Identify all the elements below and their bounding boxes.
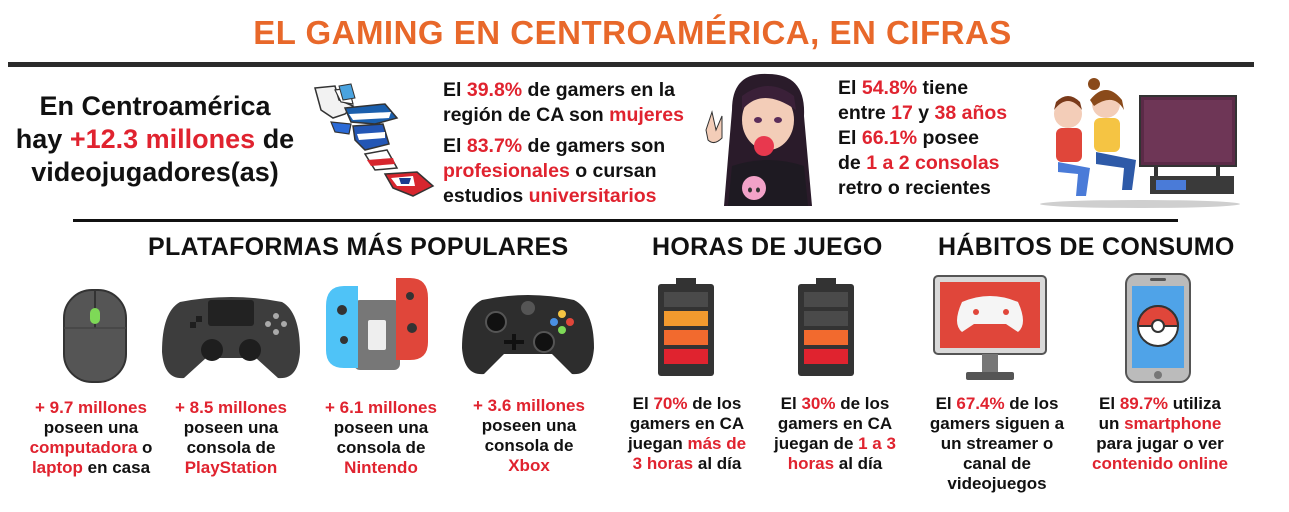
platform-caption-playstation: + 8.5 millones poseen una consola de Pla… <box>175 398 287 477</box>
intro-line-1: En Centroamérica <box>39 91 271 121</box>
page-title: EL GAMING EN CENTROAMÉRICA, EN CIFRAS <box>253 14 1012 51</box>
intro-line-3: videojugadores(as) <box>31 157 279 187</box>
playstation-controller-icon <box>160 292 302 382</box>
battery-icon-70 <box>656 278 716 378</box>
section-divider <box>73 219 1178 222</box>
top-divider <box>8 62 1254 67</box>
stats-age-consoles: El 54.8% tiene entre 17 y 38 años El 66.… <box>838 77 1008 199</box>
intro-line-2: hay +12.3 millones de <box>15 124 295 154</box>
hours-caption-30: El 30% de los gamers en CA juegan de 1 a… <box>774 394 896 473</box>
girl-gamer-illustration-icon <box>702 70 832 210</box>
monitor-streaming-icon <box>932 274 1048 384</box>
stats-gender-education: El 39.8% de gamers en la región de CA so… <box>443 79 684 207</box>
hours-caption-70: El 70% de los gamers en CA juegan más de… <box>627 394 747 473</box>
mouse-icon <box>62 288 128 384</box>
battery-icon-30 <box>796 278 856 378</box>
habits-caption-smartphone: El 89.7% utiliza un smartphone para juga… <box>1092 394 1228 473</box>
platform-caption-computer: + 9.7 millones poseen una computadora o … <box>29 398 153 477</box>
platform-caption-nintendo: + 6.1 millones poseen una consola de Nin… <box>325 398 437 477</box>
central-america-map-icon <box>305 78 440 206</box>
platform-caption-xbox: + 3.6 millones poseen una consola de Xbo… <box>473 396 585 475</box>
smartphone-pokeball-icon <box>1124 272 1192 384</box>
habits-caption-streamer: El 67.4% de los gamers siguen a un strea… <box>929 394 1065 493</box>
section-heading-habits: HÁBITOS DE CONSUMO <box>938 233 1235 261</box>
kids-playing-illustration-icon <box>1040 70 1254 210</box>
xbox-controller-icon <box>460 292 596 378</box>
intro-text: En Centroamérica hay +12.3 millones de v… <box>10 90 300 189</box>
section-heading-platforms: PLATAFORMAS MÁS POPULARES <box>148 233 569 261</box>
nintendo-switch-icon <box>324 276 430 380</box>
section-heading-hours: HORAS DE JUEGO <box>652 233 883 261</box>
